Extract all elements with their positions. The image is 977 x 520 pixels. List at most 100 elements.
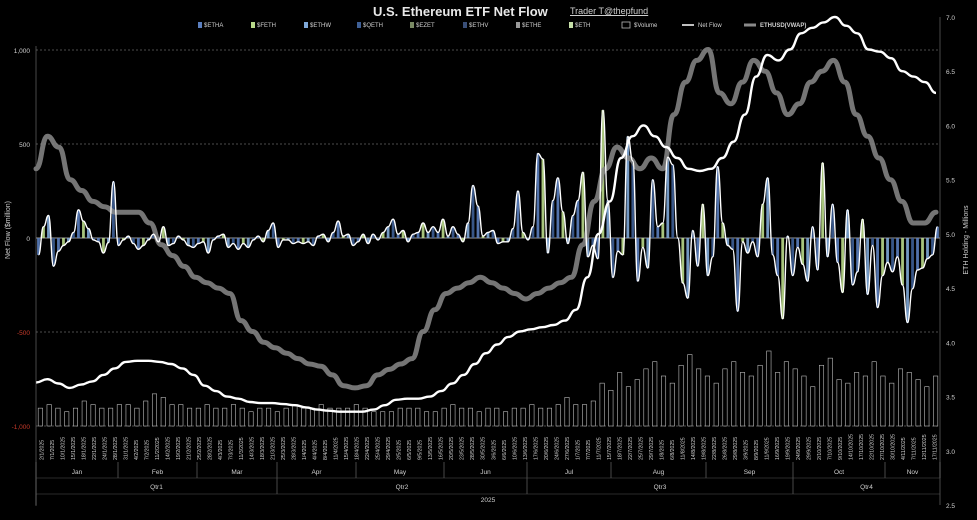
volume-bar xyxy=(915,379,921,427)
volume-bar xyxy=(187,407,193,427)
x-tick-label: 12/11/2025 xyxy=(922,434,928,460)
net-flow-bar xyxy=(201,238,205,242)
net-flow-bar xyxy=(67,238,70,242)
x-tick-label: 15/4/2025 xyxy=(344,437,350,460)
net-flow-bar xyxy=(291,238,295,244)
x-tick-label: 25/2/2025 xyxy=(197,437,203,460)
net-flow-bar xyxy=(341,236,345,238)
x-tick-label: 11/3/2025 xyxy=(239,437,245,460)
volume-bars xyxy=(37,350,939,427)
net-flow-bar xyxy=(751,238,755,242)
net-flow-bar xyxy=(771,238,775,255)
volume-bar xyxy=(213,407,219,427)
x-tick-label: 27/6/2025 xyxy=(565,437,571,460)
volume-bar xyxy=(292,404,298,427)
net-flow-bar xyxy=(821,162,825,238)
net-flow-bar xyxy=(666,157,670,238)
net-flow-bar xyxy=(576,200,580,238)
net-flow-bar xyxy=(376,238,380,240)
net-flow-bar xyxy=(331,232,335,238)
net-flow-bar xyxy=(861,219,864,238)
x-tick-label: 7/2/2025 xyxy=(144,440,150,460)
x-tick-label: 9/5/2025 xyxy=(418,440,424,460)
volume-bar xyxy=(125,404,131,427)
volume-bar xyxy=(898,368,904,427)
volume-bar xyxy=(72,407,78,427)
net-flow-bar xyxy=(526,238,530,240)
month-label: Aug xyxy=(653,469,665,476)
net-flow-bar xyxy=(566,238,570,244)
net-flow-bar xyxy=(906,238,909,323)
net-flow-bar xyxy=(176,236,180,238)
volume-bar xyxy=(151,393,157,427)
net-flow-bar xyxy=(391,219,395,238)
left-tick-label: 0 xyxy=(26,236,30,243)
legend-swatch xyxy=(251,22,255,28)
x-tick-label: 24/1/2025 xyxy=(102,437,108,460)
net-flow-bar xyxy=(107,238,110,243)
quarter-label: Qtr3 xyxy=(654,484,667,491)
x-tick-label: 21/3/2025 xyxy=(271,437,277,460)
net-flow-bar xyxy=(406,238,410,242)
volume-bar xyxy=(178,404,184,427)
net-flow-bar xyxy=(931,238,934,255)
volume-bar xyxy=(590,400,596,427)
volume-bar xyxy=(441,407,447,427)
legend-label: $EZET xyxy=(416,23,435,29)
net-flow-bar xyxy=(541,159,545,238)
net-flow-bar xyxy=(586,238,590,257)
net-flow-bar xyxy=(791,238,795,276)
net-flow-bar xyxy=(166,238,170,246)
x-tick-label: 3/9/2025 xyxy=(744,440,750,460)
legend-swatch xyxy=(463,22,467,28)
net-flow-bar xyxy=(551,200,555,238)
left-axis: 1,000 500 0 -500 -1,000 xyxy=(12,46,37,505)
x-tick-label: 25/4/2025 xyxy=(376,437,382,460)
net-flow-bar xyxy=(561,211,565,238)
net-flow-bar xyxy=(536,153,540,238)
volume-bar xyxy=(933,375,939,427)
legend-swatch xyxy=(569,22,573,28)
volume-bar xyxy=(555,404,561,427)
net-flow-bar xyxy=(746,238,750,254)
volume-bar xyxy=(108,407,114,427)
volume-bar xyxy=(494,407,500,427)
net-flow-bar xyxy=(306,238,310,242)
net-flow-bar xyxy=(426,232,430,238)
volume-bar xyxy=(792,368,798,427)
legend-label: ETHUSD(VWAP) xyxy=(760,23,806,29)
quarter-label: Qtr1 xyxy=(150,484,163,491)
net-flow-bar xyxy=(796,238,800,248)
net-flow-bar xyxy=(326,238,330,242)
net-flow-bar xyxy=(811,226,815,238)
y-axis-label-right: ETH Holding - Millions xyxy=(963,205,970,275)
volume-bar xyxy=(46,404,52,427)
net-flow-bar xyxy=(816,238,820,270)
ethusd-vwap-line xyxy=(33,47,939,391)
net-flow-bar xyxy=(381,232,385,238)
net-flow-bar xyxy=(206,238,210,254)
net-flow-bar xyxy=(117,238,120,246)
net-flow-bar xyxy=(236,238,240,250)
net-flow-bar xyxy=(531,226,535,238)
chart-author-link[interactable]: Trader T@thepfund xyxy=(570,6,649,16)
net-flow-bar xyxy=(921,238,924,269)
x-tick-label: 20/5/2025 xyxy=(449,437,455,460)
volume-bar xyxy=(652,361,658,427)
net-flow-bar xyxy=(691,230,695,238)
x-tick-label: 23/5/2025 xyxy=(460,437,466,460)
legend-swatch xyxy=(357,22,361,28)
net-flow-bar xyxy=(761,204,765,238)
net-flow-bar xyxy=(356,238,360,242)
net-flow-bar xyxy=(711,238,715,257)
title-row: U.S. Ethereum ETF Net Flow Trader T@thep… xyxy=(0,4,977,20)
x-tick-label: 18/4/2025 xyxy=(355,437,361,460)
x-tick-label: 14/8/2025 xyxy=(691,437,697,460)
volume-bar xyxy=(248,411,254,427)
net-flow-bar xyxy=(801,238,805,265)
x-tick-label: 4/11/2025 xyxy=(901,437,907,460)
legend-label: Net Flow xyxy=(698,23,722,29)
volume-bar xyxy=(301,407,307,427)
